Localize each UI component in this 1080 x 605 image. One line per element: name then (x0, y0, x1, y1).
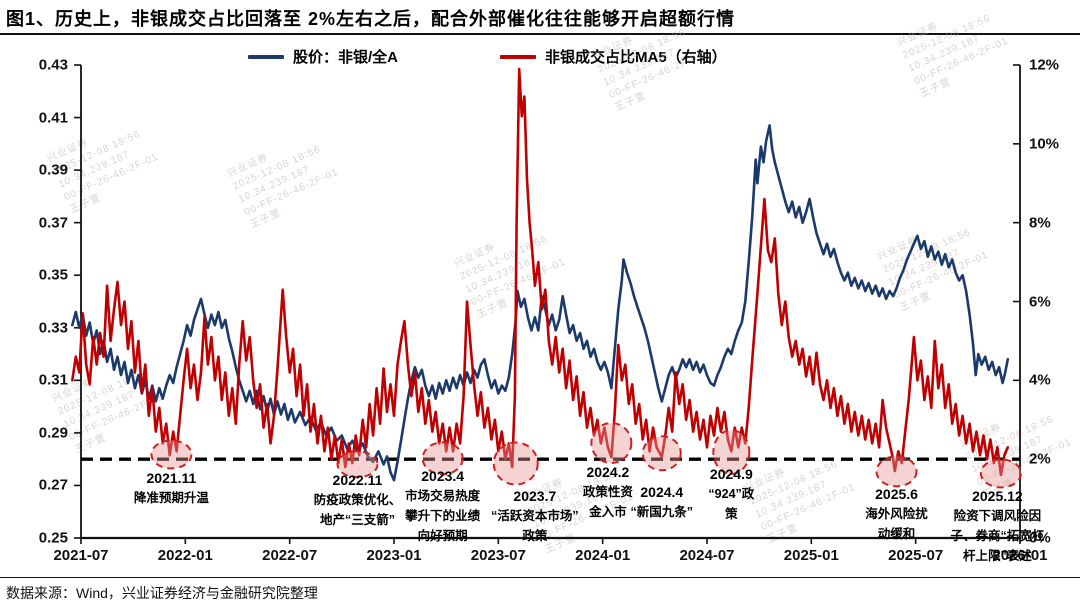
red-line-swatch-icon (500, 54, 536, 59)
annotation-2025.12: 2025.12 险资下调风险因 子、券商“拓宽杠 杆上限”表述 (951, 486, 1045, 566)
annotation-text-line: 子、券商“拓宽杠 (950, 529, 1045, 543)
dip-circle-2023.4 (421, 441, 464, 476)
y-right-tick-label: 0% (1029, 529, 1051, 547)
y-right-tick-label: 10% (1029, 135, 1060, 153)
annotation-date: 2021.11 (146, 470, 197, 486)
annotation-2024.2: 2024.2 政策性资金入市 (583, 462, 633, 522)
annotation-text-line: 海外风险扰 (865, 507, 928, 521)
legend-item-turnover-share: 非银成交占比MA5（右轴） (500, 46, 727, 67)
x-axis-tick-label: 2025-07 (888, 547, 944, 564)
data-source-note: 数据来源：Wind，兴业证券经济与金融研究院整理 (6, 585, 318, 601)
annotation-text-line: 攀升下的业绩 (405, 509, 481, 523)
y-right-tick-label: 6% (1029, 293, 1051, 310)
dip-circle-2023.7 (492, 441, 539, 486)
annotation-text-line: 地产“三支箭” (319, 513, 395, 527)
y-left-tick-label: 0.37 (38, 214, 68, 232)
annotation-text-line: “新国九条” (630, 505, 694, 519)
annotation-text-line: 降准预期升温 (133, 491, 209, 505)
annotation-2022.11: 2022.11 防疫政策优化、 地产“三支箭” (314, 470, 402, 530)
x-axis-tick-label: 2022-01 (157, 547, 213, 564)
legend-item-stock-price-ratio: 股价：非银/全A (248, 46, 398, 67)
annotation-date: 2025.12 (972, 488, 1023, 504)
figure-title: 图1、历史上，非银成交占比回落至 2%左右之后，配合外部催化往往能够开启超额行情 (6, 9, 736, 29)
y-right-tick-label: 4% (1029, 371, 1051, 389)
annotation-text-line: 策 (725, 507, 738, 521)
y-left-tick-label: 0.33 (38, 319, 68, 337)
annotation-text-line: 市场交易热度 (405, 489, 481, 503)
y-left-tick-label: 0.39 (38, 161, 68, 179)
annotation-date: 2024.2 (586, 464, 630, 480)
dip-circle-2025.12 (979, 458, 1022, 489)
y-right-tick-label: 12% (1029, 56, 1060, 74)
annotation-text-line: 动缓和 (877, 527, 916, 541)
annotation-text-line: 政策 (522, 529, 548, 543)
y-right-tick-label: 8% (1029, 214, 1051, 232)
annotation-text-line: 政策性资 (582, 485, 633, 499)
y-left-tick-label: 0.27 (38, 476, 68, 494)
x-axis-tick-label: 2022-07 (262, 547, 318, 564)
y-right-tick-label: 2% (1029, 450, 1051, 468)
blue-line-swatch-icon (248, 54, 284, 59)
annotation-date: 2025.6 (875, 486, 918, 502)
annotation-2024.9: 2024.9 “924”政策 (708, 464, 754, 524)
annotation-date: 2023.4 (421, 468, 465, 484)
annotation-text-line: “924”政 (708, 487, 755, 501)
legend-label: 股价：非银/全A (293, 49, 399, 66)
dip-circle-2022.11 (336, 450, 379, 479)
y-left-tick-label: 0.41 (38, 109, 68, 127)
annotation-2025.6: 2025.6 海外风险扰动缓和 (865, 484, 928, 544)
annotation-2023.7: 2023.7 “活跃资本市场” 政策 (491, 486, 579, 546)
red-series-line (71, 67, 1010, 477)
figure-header: 图1、历史上，非银成交占比回落至 2%左右之后，配合外部催化往往能够开启超额行情 (0, 0, 1080, 35)
x-axis-tick-label: 2021-07 (53, 547, 109, 564)
annotation-text-line: 金入市 (589, 505, 627, 519)
footer-divider (0, 577, 1080, 578)
annotation-date: 2024.9 (709, 466, 753, 482)
dip-circle-2024.4 (641, 435, 682, 472)
annotation-text-line: 杆上限”表述 (963, 549, 1032, 563)
annotation-date: 2024.4 (640, 484, 684, 500)
annotation-2021.11: 2021.11 降准预期升温 (134, 468, 209, 508)
annotation-2023.4: 2023.4 市场交易热度 攀升下的业绩 向好预期 (405, 466, 480, 546)
y-left-tick-label: 0.25 (38, 529, 68, 547)
annotation-date: 2023.7 (513, 488, 557, 504)
chart-legend: 股价：非银/全A 非银成交占比MA5（右轴） (0, 46, 1080, 66)
x-axis-tick-label: 2023-01 (366, 547, 422, 564)
y-left-tick-label: 0.29 (38, 424, 68, 442)
legend-label: 非银成交占比MA5（右轴） (545, 49, 727, 66)
x-axis-tick-label: 2023-07 (470, 547, 526, 564)
x-axis-tick-label: 2026-01 (992, 547, 1048, 564)
annotation-text-line: 险资下调风险因 (953, 509, 1042, 523)
y-left-tick-label: 0.35 (38, 266, 68, 284)
annotation-text-line: 防疫政策优化、 (313, 493, 402, 507)
x-axis-tick-label: 2025-01 (783, 547, 839, 564)
annotation-2024.4: 2024.4 “新国九条” (631, 482, 694, 522)
y-left-tick-label: 0.43 (38, 56, 68, 74)
annotation-text-line: 向好预期 (417, 529, 468, 543)
y-left-tick-label: 0.31 (38, 371, 68, 389)
dip-circle-2024.2 (590, 422, 633, 465)
annotation-date: 2022.11 (332, 472, 383, 488)
dip-circle-2021.11 (150, 439, 193, 470)
x-axis-tick-label: 2024-01 (575, 547, 631, 564)
dip-circle-2024.9 (712, 429, 751, 476)
dip-circle-2025.6 (875, 455, 918, 488)
blue-series-line (71, 124, 1010, 482)
annotation-text-line: “活跃资本市场” (491, 509, 579, 523)
x-axis-tick-label: 2024-07 (679, 547, 735, 564)
